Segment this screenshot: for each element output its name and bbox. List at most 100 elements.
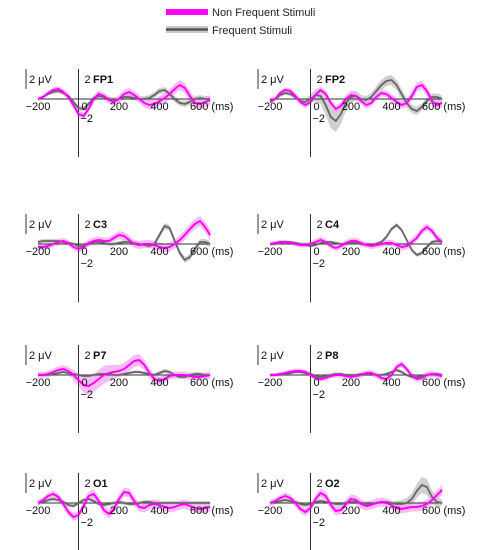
band-nonfrequent-fp1 bbox=[38, 80, 211, 120]
band-frequent-c3 bbox=[38, 223, 211, 263]
x-tick--200-p8: −200 bbox=[258, 377, 283, 389]
x-tick--200-c4: −200 bbox=[258, 246, 283, 258]
y-top-label-p7: 2 bbox=[85, 350, 91, 362]
y-top-label-o1: 2 bbox=[85, 478, 91, 490]
channel-title-o2: O2 bbox=[325, 478, 340, 490]
scale-label-c4: 2 μV bbox=[261, 219, 285, 231]
scale-label-c3: 2 μV bbox=[29, 219, 53, 231]
y-bottom-label-o2: −2 bbox=[313, 517, 326, 529]
scale-label-fp2: 2 μV bbox=[261, 74, 285, 86]
scale-label-p8: 2 μV bbox=[261, 350, 285, 362]
x-tick-0-c4: 0 bbox=[313, 246, 319, 258]
channel-title-p8: P8 bbox=[325, 350, 338, 362]
y-bottom-label-p7: −2 bbox=[81, 389, 94, 401]
x-tick-200-o1: 200 bbox=[110, 505, 128, 517]
x-tick-400-o1: 400 bbox=[150, 505, 168, 517]
line-frequent-o2 bbox=[269, 484, 443, 506]
line-nonfrequent-fp1 bbox=[37, 84, 211, 117]
channel-title-fp2: FP2 bbox=[325, 74, 345, 86]
y-bottom-label-o1: −2 bbox=[81, 517, 94, 529]
x-tick-600-fp2: 600 (ms) bbox=[422, 101, 465, 113]
y-top-label-p8: 2 bbox=[317, 350, 323, 362]
y-bottom-label-p8: −2 bbox=[313, 389, 326, 401]
y-bottom-label-c3: −2 bbox=[81, 258, 94, 270]
line-nonfrequent-p7 bbox=[38, 359, 211, 387]
legend-swatch-nonfrequent-band bbox=[166, 9, 208, 15]
x-tick-400-fp2: 400 bbox=[382, 101, 400, 113]
panel-c4: 2 μV 2 −2 C4 −200 0 200 400 600 (ms) bbox=[257, 214, 465, 302]
y-bottom-label-fp2: −2 bbox=[313, 113, 326, 125]
scale-label-fp1: 2 μV bbox=[29, 74, 53, 86]
x-tick--200-o2: −200 bbox=[258, 505, 283, 517]
x-tick-400-c3: 400 bbox=[150, 246, 168, 258]
x-tick-200-c4: 200 bbox=[342, 246, 360, 258]
x-tick--200-fp1: −200 bbox=[26, 101, 51, 113]
x-tick-600-o2: 600 (ms) bbox=[422, 505, 465, 517]
x-tick-600-c4: 600 (ms) bbox=[422, 246, 465, 258]
x-tick-600-o1: 600 (ms) bbox=[190, 505, 233, 517]
line-frequent-o1 bbox=[37, 498, 211, 507]
panel-o2: 2 μV 2 −2 O2 −200 0 200 400 600 (ms) bbox=[257, 473, 465, 550]
legend: Non Frequent Stimuli Frequent Stimuli bbox=[166, 7, 315, 37]
x-tick-600-c3: 600 (ms) bbox=[190, 246, 233, 258]
line-nonfrequent-c4 bbox=[269, 226, 443, 249]
x-tick-0-o2: 0 bbox=[313, 505, 319, 517]
x-tick--200-fp2: −200 bbox=[258, 101, 283, 113]
x-tick-400-p8: 400 bbox=[382, 377, 400, 389]
panel-p7: 2 μV 2 −2 P7 −200 0 200 400 600 (ms) bbox=[25, 345, 233, 433]
y-top-label-o2: 2 bbox=[317, 478, 323, 490]
channel-title-fp1: FP1 bbox=[93, 74, 113, 86]
band-nonfrequent-o1 bbox=[38, 487, 211, 521]
channel-title-c3: C3 bbox=[93, 219, 107, 231]
x-tick-0-fp2: 0 bbox=[313, 101, 319, 113]
x-tick-200-c3: 200 bbox=[110, 246, 128, 258]
x-tick-600-fp1: 600 (ms) bbox=[190, 101, 233, 113]
line-nonfrequent-o1 bbox=[37, 491, 211, 518]
legend-label-nonfrequent: Non Frequent Stimuli bbox=[212, 7, 315, 19]
y-top-label-c3: 2 bbox=[85, 219, 91, 231]
x-tick--200-o1: −200 bbox=[26, 505, 51, 517]
x-tick-600-p7: 600 (ms) bbox=[190, 377, 233, 389]
channel-title-p7: P7 bbox=[93, 350, 106, 362]
panel-fp1: 2 μV 2 −2 FP1 −200 0 200 400 600 (ms) bbox=[25, 69, 233, 157]
channel-title-o1: O1 bbox=[93, 478, 108, 490]
x-tick-200-p8: 200 bbox=[342, 377, 360, 389]
y-top-label-fp2: 2 bbox=[317, 74, 323, 86]
y-top-label-fp1: 2 bbox=[85, 74, 91, 86]
scale-label-p7: 2 μV bbox=[29, 350, 53, 362]
x-tick-200-p7: 200 bbox=[110, 377, 128, 389]
x-tick-400-fp1: 400 bbox=[150, 101, 168, 113]
band-nonfrequent-c3 bbox=[38, 216, 211, 253]
scale-label-o2: 2 μV bbox=[261, 478, 285, 490]
y-top-label-c4: 2 bbox=[317, 219, 323, 231]
line-nonfrequent-fp2 bbox=[269, 84, 443, 110]
x-tick-400-o2: 400 bbox=[382, 505, 400, 517]
channel-title-c4: C4 bbox=[325, 219, 340, 231]
line-nonfrequent-c3 bbox=[38, 220, 211, 250]
y-bottom-label-fp1: −2 bbox=[81, 113, 94, 125]
scale-label-o1: 2 μV bbox=[29, 478, 53, 490]
x-tick-0-fp1: 0 bbox=[81, 101, 87, 113]
x-tick-0-c3: 0 bbox=[81, 246, 87, 258]
x-tick-0-o1: 0 bbox=[81, 505, 87, 517]
line-frequent-p7 bbox=[38, 370, 211, 378]
x-tick--200-p7: −200 bbox=[26, 377, 51, 389]
x-tick-0-p8: 0 bbox=[313, 377, 319, 389]
x-tick-0-p7: 0 bbox=[81, 377, 87, 389]
panel-p8: 2 μV 2 −2 P8 −200 0 200 400 600 (ms) bbox=[257, 345, 465, 433]
x-tick-400-c4: 400 bbox=[382, 246, 400, 258]
panel-o1: 2 μV 2 −2 O1 −200 0 200 400 600 (ms) bbox=[25, 473, 233, 550]
panel-c3: 2 μV 2 −2 C3 −200 0 200 400 600 (ms) bbox=[25, 214, 233, 302]
x-tick-200-fp1: 200 bbox=[110, 101, 128, 113]
x-tick-600-p8: 600 (ms) bbox=[422, 377, 465, 389]
x-tick-200-o2: 200 bbox=[342, 505, 360, 517]
x-tick-400-p7: 400 bbox=[150, 377, 168, 389]
line-nonfrequent-o2 bbox=[269, 489, 443, 513]
line-nonfrequent-p8 bbox=[270, 363, 443, 380]
panel-fp2: 2 μV 2 −2 FP2 −200 0 200 400 600 (ms) bbox=[257, 69, 465, 157]
x-tick--200-c3: −200 bbox=[26, 246, 51, 258]
legend-label-frequent: Frequent Stimuli bbox=[212, 25, 292, 37]
y-bottom-label-c4: −2 bbox=[313, 258, 326, 270]
x-tick-200-fp2: 200 bbox=[342, 101, 360, 113]
